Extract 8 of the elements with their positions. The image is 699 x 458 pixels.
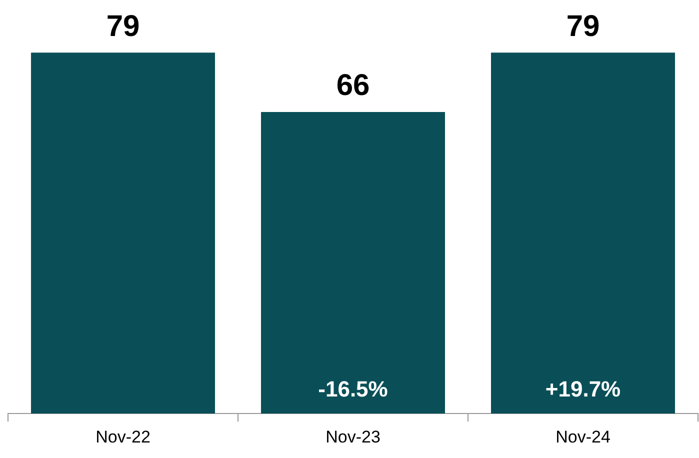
x-tick-label: Nov-22 [96, 427, 150, 446]
data-label: 79 [566, 10, 600, 43]
data-label: 79 [106, 10, 140, 43]
x-tick-label: Nov-23 [326, 427, 380, 446]
data-label: 66 [336, 69, 370, 102]
x-tick-label: Nov-24 [556, 427, 610, 446]
annotation: +19.7% [545, 376, 621, 402]
annotation: -16.5% [318, 376, 388, 402]
